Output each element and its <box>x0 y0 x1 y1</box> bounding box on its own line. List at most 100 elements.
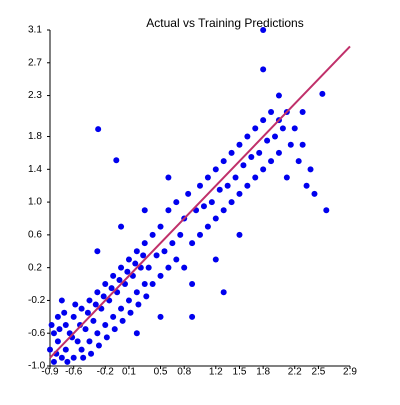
point <box>141 207 148 214</box>
point <box>50 330 57 337</box>
point <box>256 149 263 156</box>
point <box>268 108 275 115</box>
point <box>189 281 196 288</box>
x-tick-label: -0.6 <box>65 367 83 378</box>
point <box>216 186 223 193</box>
point <box>173 199 180 206</box>
point <box>118 223 125 230</box>
point <box>116 276 123 283</box>
point <box>165 174 172 181</box>
point <box>208 199 215 206</box>
y-tick-label: 2.7 <box>28 57 42 68</box>
point <box>252 174 259 181</box>
point <box>299 108 306 115</box>
point <box>92 301 99 308</box>
point <box>311 190 318 197</box>
point <box>84 309 91 316</box>
point <box>102 281 109 288</box>
point <box>90 317 97 324</box>
point <box>319 90 326 97</box>
point <box>86 297 93 304</box>
y-tick-label: 3.1 <box>28 25 42 36</box>
x-tick-label: 0.8 <box>177 367 191 378</box>
point <box>157 272 164 279</box>
x-tick-label: -0.9 <box>41 367 59 378</box>
point <box>141 281 148 288</box>
point <box>47 346 53 353</box>
point <box>141 240 148 247</box>
point <box>252 125 259 132</box>
point <box>58 354 65 361</box>
point <box>149 281 156 288</box>
point <box>244 133 251 140</box>
point <box>169 240 176 247</box>
point <box>272 133 278 140</box>
point <box>124 268 131 275</box>
y-tick-label: -1.0 <box>28 361 46 372</box>
point <box>236 141 243 148</box>
point <box>108 285 115 292</box>
point <box>220 207 227 214</box>
point <box>145 264 152 271</box>
point <box>110 272 117 279</box>
chart-title: Actual vs Training Predictions <box>146 16 303 30</box>
point <box>260 166 267 173</box>
point <box>212 256 219 263</box>
point <box>48 322 55 329</box>
point <box>323 207 330 214</box>
point <box>161 248 168 255</box>
point <box>70 354 77 361</box>
point <box>143 293 150 300</box>
point <box>299 141 306 148</box>
point <box>212 215 219 222</box>
point <box>295 158 302 165</box>
point <box>110 313 117 320</box>
point <box>64 358 71 365</box>
point <box>173 256 180 263</box>
point <box>165 264 172 271</box>
point <box>133 248 140 255</box>
point <box>220 289 227 296</box>
point <box>157 223 164 230</box>
point <box>149 231 156 238</box>
point <box>232 174 239 181</box>
point <box>204 223 211 230</box>
point <box>165 207 172 214</box>
x-tick-label: 1.8 <box>256 367 270 378</box>
point <box>200 203 207 210</box>
point <box>153 252 160 259</box>
point <box>78 305 85 312</box>
point <box>125 297 132 304</box>
point <box>197 231 203 238</box>
point <box>181 264 188 271</box>
point <box>260 27 267 33</box>
y-tick-label: -0.2 <box>28 295 46 306</box>
point <box>103 334 110 341</box>
point <box>248 154 255 161</box>
point <box>78 346 85 353</box>
x-tick-label: 2.5 <box>311 367 325 378</box>
point <box>94 289 101 296</box>
point <box>54 313 61 320</box>
x-tick-label: 1.5 <box>233 367 247 378</box>
y-tick-label: 0.2 <box>28 262 42 273</box>
point <box>113 157 120 164</box>
point <box>268 158 275 165</box>
point <box>140 252 147 259</box>
point <box>240 162 247 169</box>
point <box>133 289 140 296</box>
point <box>177 231 184 238</box>
point <box>224 182 231 189</box>
point <box>100 293 107 300</box>
point <box>111 326 118 333</box>
point <box>62 322 69 329</box>
point <box>307 166 314 173</box>
point <box>119 317 126 324</box>
point <box>56 326 63 333</box>
y-tick-label: -0.6 <box>28 328 46 339</box>
point <box>228 149 235 156</box>
point <box>62 346 69 353</box>
point <box>86 338 93 345</box>
point <box>88 350 95 357</box>
